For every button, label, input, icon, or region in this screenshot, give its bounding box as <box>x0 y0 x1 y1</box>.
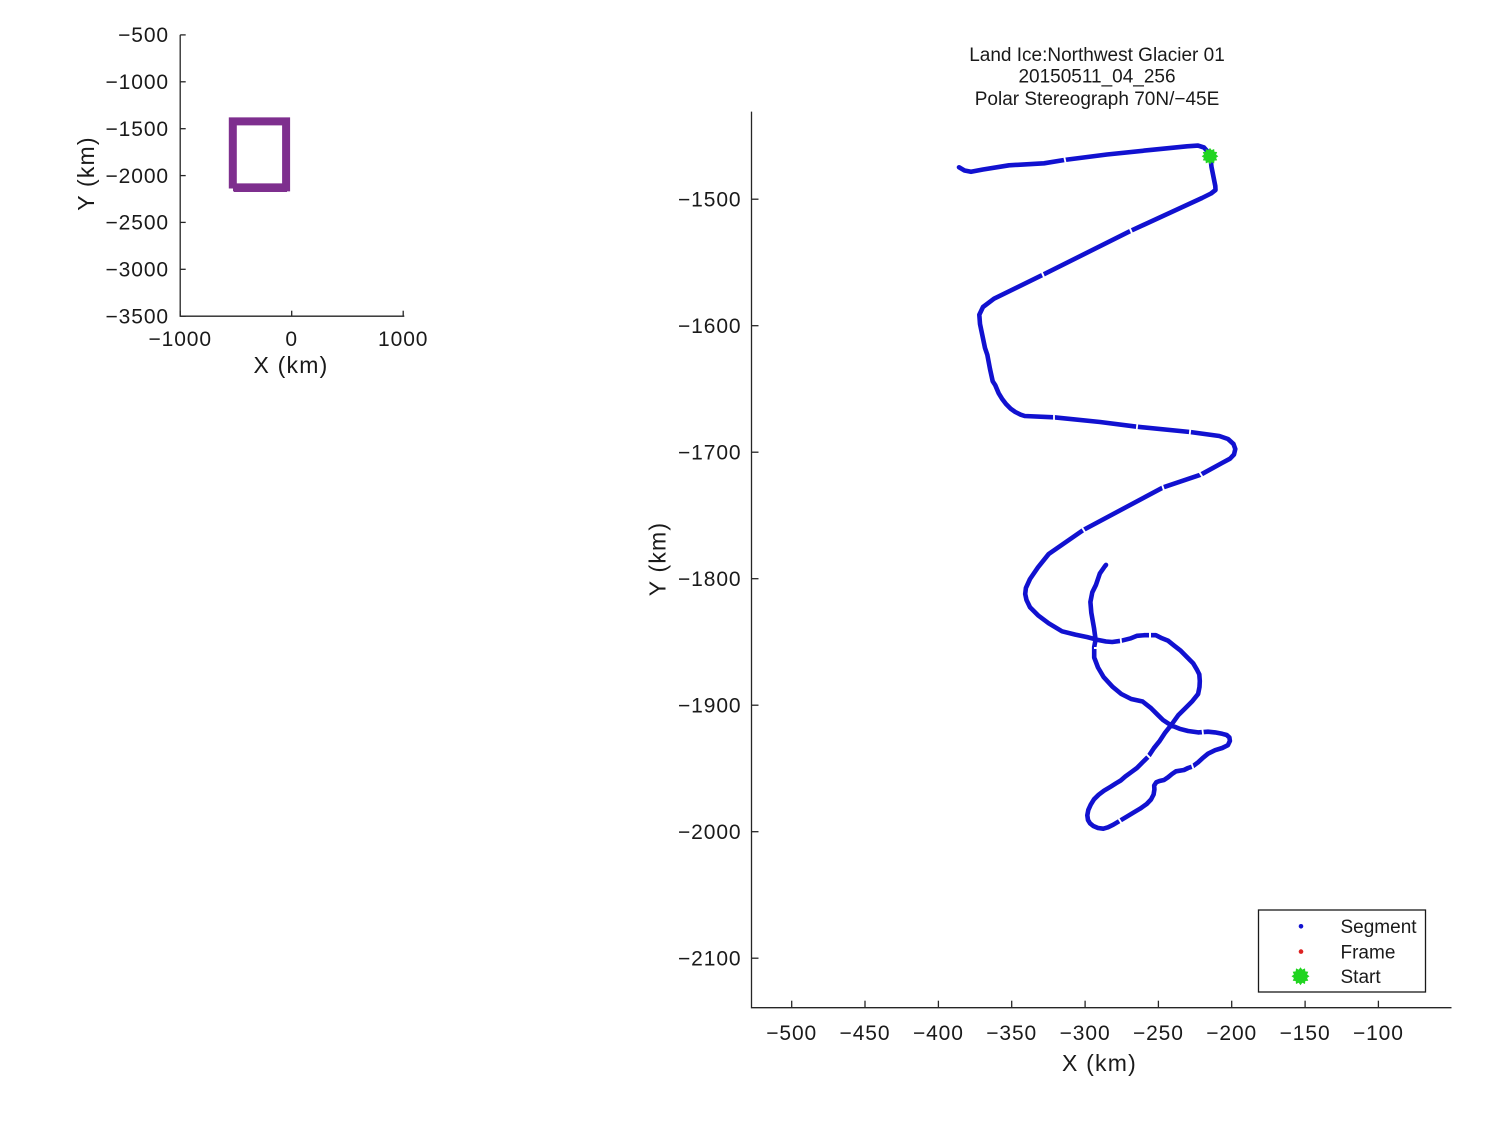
svg-text:−250: −250 <box>1133 1022 1184 1045</box>
svg-text:−1800: −1800 <box>678 568 741 591</box>
svg-text:−2000: −2000 <box>678 821 741 844</box>
svg-text:−150: −150 <box>1280 1022 1331 1045</box>
svg-text:0: 0 <box>285 328 298 351</box>
svg-text:−3000: −3000 <box>106 259 169 282</box>
svg-text:20150511_04_256: 20150511_04_256 <box>1018 67 1175 88</box>
svg-text:X (km): X (km) <box>254 352 329 378</box>
svg-text:−300: −300 <box>1060 1022 1111 1045</box>
svg-text:−500: −500 <box>766 1022 817 1045</box>
svg-text:Polar Stereograph 70N/−45E: Polar Stereograph 70N/−45E <box>975 89 1220 110</box>
svg-text:−500: −500 <box>118 24 169 47</box>
svg-text:Start: Start <box>1341 967 1382 988</box>
svg-text:Frame: Frame <box>1341 942 1396 963</box>
svg-text:1000: 1000 <box>378 328 428 351</box>
svg-text:−400: −400 <box>913 1022 964 1045</box>
svg-text:−2500: −2500 <box>106 212 169 235</box>
svg-text:−1600: −1600 <box>678 315 741 338</box>
svg-text:−1700: −1700 <box>678 442 741 465</box>
svg-text:−100: −100 <box>1353 1022 1404 1045</box>
svg-text:−1900: −1900 <box>678 695 741 718</box>
svg-text:−1000: −1000 <box>148 328 211 351</box>
svg-text:Segment: Segment <box>1341 917 1418 938</box>
svg-text:−1500: −1500 <box>678 189 741 212</box>
svg-text:Y (km): Y (km) <box>73 136 99 211</box>
svg-text:−200: −200 <box>1206 1022 1257 1045</box>
svg-text:−2000: −2000 <box>106 165 169 188</box>
svg-text:Land Ice:Northwest Glacier 01: Land Ice:Northwest Glacier 01 <box>969 45 1225 66</box>
svg-text:−3500: −3500 <box>106 306 169 329</box>
svg-text:X (km): X (km) <box>1062 1050 1137 1076</box>
svg-text:−350: −350 <box>986 1022 1037 1045</box>
svg-text:−1000: −1000 <box>106 71 169 94</box>
svg-text:−450: −450 <box>840 1022 891 1045</box>
svg-text:−1500: −1500 <box>106 118 169 141</box>
svg-text:−2100: −2100 <box>678 948 741 971</box>
svg-text:Y (km): Y (km) <box>645 522 671 597</box>
